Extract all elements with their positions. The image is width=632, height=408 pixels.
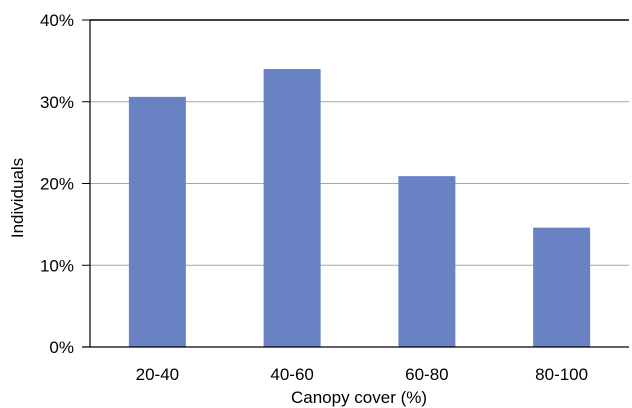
bar-80-100	[533, 227, 591, 347]
y-axis-title: Individuals	[8, 158, 27, 238]
bars	[128, 69, 591, 348]
y-tick-label: 0%	[49, 338, 74, 357]
x-axis-title: Canopy cover (%)	[291, 388, 427, 407]
y-tick-label: 40%	[40, 11, 74, 30]
bar-20-40	[128, 96, 186, 347]
bar-60-80	[398, 176, 456, 347]
x-tick-label: 80-100	[535, 365, 588, 384]
y-tick-label: 10%	[40, 256, 74, 275]
x-tick-label: 60-80	[405, 365, 448, 384]
bar-40-60	[263, 69, 321, 348]
x-tick-label: 20-40	[136, 365, 179, 384]
y-tick-label: 30%	[40, 93, 74, 112]
x-tick-label: 40-60	[270, 365, 313, 384]
y-tick-labels: 0% 10% 20% 30% 40%	[40, 11, 74, 357]
x-tick-labels: 20-40 40-60 60-80 80-100	[136, 365, 588, 384]
y-tick-label: 20%	[40, 175, 74, 194]
